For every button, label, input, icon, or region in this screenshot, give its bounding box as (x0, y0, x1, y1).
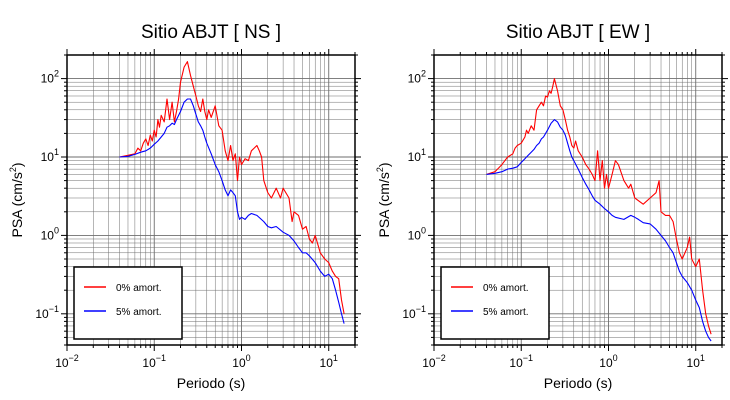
x-tick-label: 10−2 (55, 353, 79, 370)
y-tick-label: 100 (408, 225, 426, 242)
x-tick-label: 101 (320, 353, 338, 370)
legend-box (440, 266, 550, 340)
series-line-damped (119, 98, 345, 324)
chart-panel-ns: Sitio ABJT [ NS ] 10−2 10−1 100 101 10−1 100… (8, 22, 361, 391)
x-tick-label: 100 (232, 353, 250, 370)
x-tick-label: 10−2 (422, 353, 446, 370)
y-axis-label-sup: 2 (8, 167, 18, 172)
y-axis-label-end: ) (376, 162, 392, 167)
plot-frame (66, 54, 356, 346)
x-tick-labels: 10−2 10−1 100 101 (55, 353, 338, 370)
x-tick-label: 10−1 (509, 353, 533, 370)
chart-title: Sitio ABJT [ NS ] (141, 22, 281, 43)
x-tick-labels: 10−2 10−1 100 101 (422, 353, 705, 370)
series-line-damped (486, 119, 712, 342)
y-tick-labels: 10−1 100 101 102 (402, 69, 426, 321)
y-tick-label: 10−1 (402, 304, 426, 321)
chart-panel-ew: Sitio ABJT [ EW ] 10−2 10−1 100 101 10−1 100… (375, 22, 728, 391)
y-axis-label: PSA (cm/s2) (8, 162, 25, 237)
y-axis-label: PSA (cm/s2) (375, 162, 392, 237)
series-line-undamped (119, 61, 345, 314)
legend-entry-0: 0% amort. (483, 283, 529, 294)
x-axis-label: Periodo (s) (544, 375, 612, 391)
series-line-undamped (486, 78, 712, 335)
y-axis-label-end: ) (9, 162, 25, 167)
legend-entry-1: 5% amort. (116, 307, 162, 318)
grid (61, 49, 361, 351)
y-tick-label: 102 (408, 69, 426, 86)
legend-entry-0: 0% amort. (116, 283, 162, 294)
y-axis-label-main: PSA (cm/s (9, 172, 25, 237)
x-axis-label: Periodo (s) (177, 375, 245, 391)
y-tick-label: 101 (408, 147, 426, 164)
legend: 0% amort. 5% amort. (440, 266, 550, 340)
legend-box (73, 266, 183, 340)
series-group (119, 61, 345, 324)
series-group (486, 78, 712, 342)
x-tick-label: 101 (687, 353, 705, 370)
y-tick-label: 100 (41, 225, 59, 242)
y-axis-label-sup: 2 (375, 167, 385, 172)
y-tick-label: 10−1 (35, 304, 59, 321)
x-tick-label: 10−1 (142, 353, 166, 370)
y-tick-label: 102 (41, 69, 59, 86)
plot-frame (433, 54, 723, 346)
legend-entry-1: 5% amort. (483, 307, 529, 318)
chart-title: Sitio ABJT [ EW ] (506, 22, 650, 43)
y-tick-labels: 10−1 100 101 102 (35, 69, 59, 321)
legend: 0% amort. 5% amort. (73, 266, 183, 340)
x-tick-label: 100 (599, 353, 617, 370)
y-axis-label-main: PSA (cm/s (376, 172, 392, 237)
y-tick-label: 101 (41, 147, 59, 164)
